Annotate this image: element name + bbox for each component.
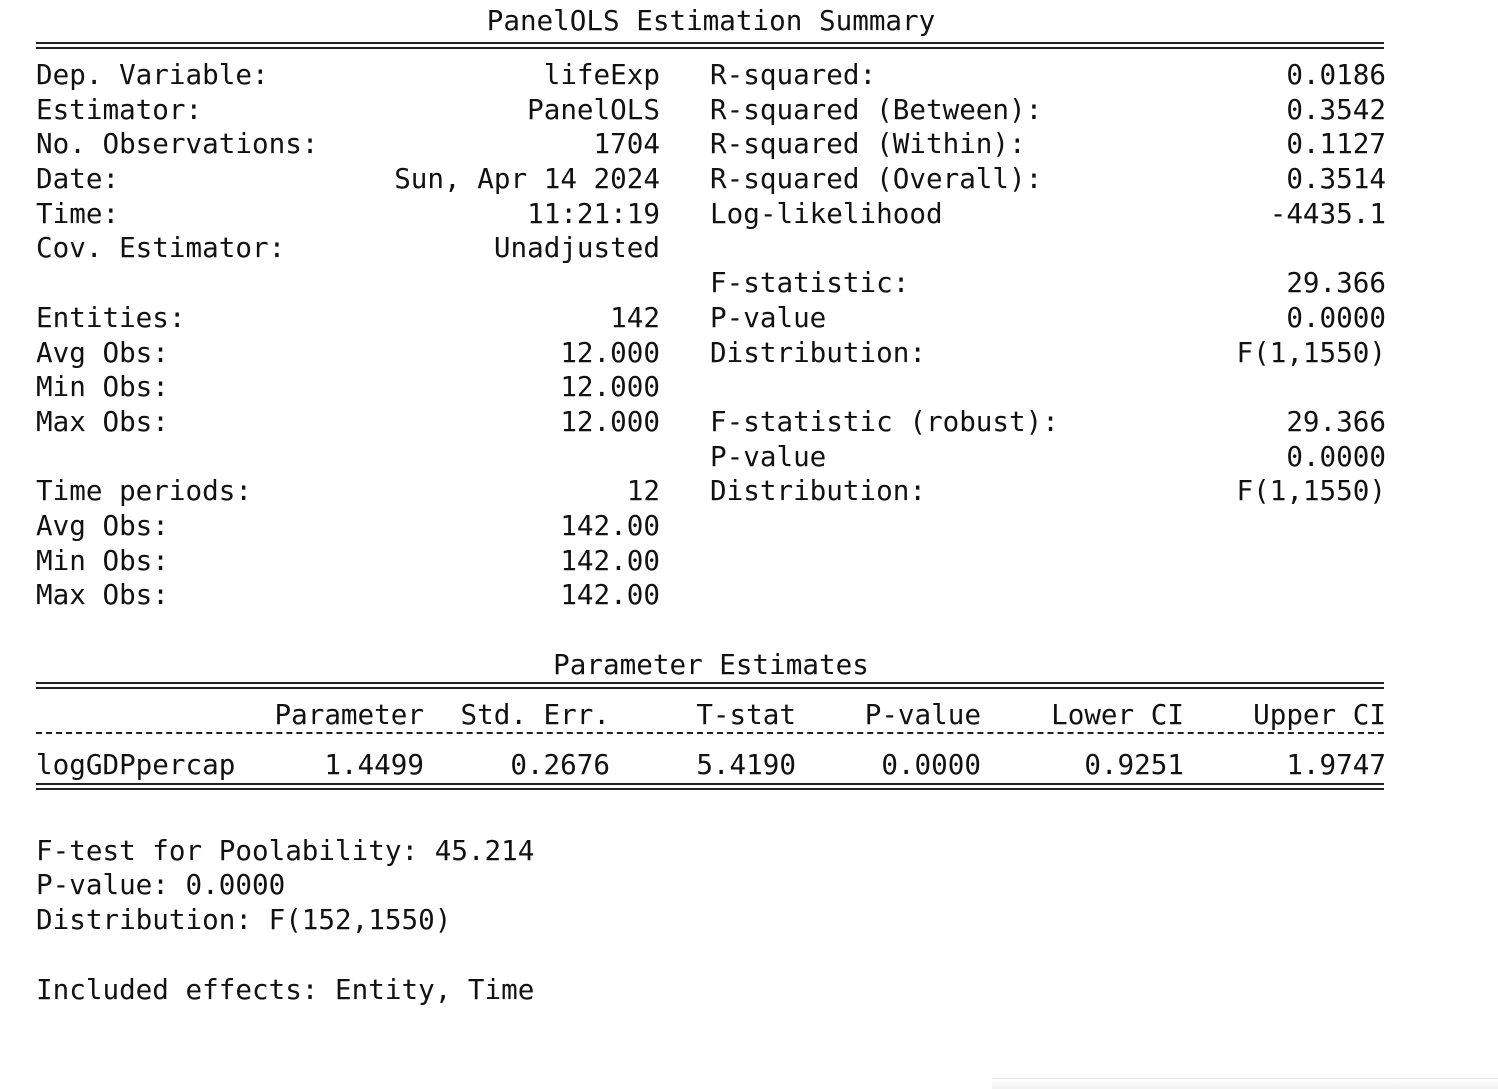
summary-row: Entities: 142 P-value 0.0000 — [36, 301, 1386, 336]
param-name: logGDPpercap — [36, 748, 235, 783]
robust-distribution-value: F(1,1550) — [1236, 474, 1386, 509]
f-statistic-label: F-statistic: — [710, 266, 909, 301]
double-rule-params-bottom — [36, 783, 1386, 799]
robust-p-value-value: 0.0000 — [1286, 440, 1386, 475]
summary-row: No. Observations: 1704 R-squared (Within… — [36, 127, 1386, 162]
summary-row: Time: 11:21:19 Log-likelihood -4435.1 — [36, 197, 1386, 232]
dep-variable-label: Dep. Variable: — [36, 58, 269, 93]
summary-row: Max Obs: 12.000 F-statistic (robust): 29… — [36, 405, 1386, 440]
distribution-label: Distribution: — [710, 336, 926, 371]
cov-estimator-value: Unadjusted — [494, 231, 660, 266]
summary-row: F-statistic: 29.366 — [36, 266, 1386, 301]
r-squared-within-label: R-squared (Within): — [710, 127, 1026, 162]
spacer — [36, 938, 1386, 973]
double-rule-params-top — [36, 682, 1386, 698]
distribution-value: F(1,1550) — [1236, 336, 1386, 371]
r-squared-value: 0.0186 — [1286, 58, 1386, 93]
f-statistic-value: 29.366 — [1286, 266, 1386, 301]
single-rule-params — [36, 732, 1386, 748]
max-obs-value: 12.000 — [560, 405, 660, 440]
r-squared-within-value: 0.1127 — [1286, 127, 1386, 162]
time-periods-value: 12 — [627, 474, 660, 509]
poolability-line: F-test for Poolability: 45.214 — [36, 834, 1386, 869]
f-statistic-robust-value: 29.366 — [1286, 405, 1386, 440]
r-squared-between-label: R-squared (Between): — [710, 93, 1042, 128]
params-header-row: Parameter Std. Err. T-stat P-value Lower… — [36, 698, 1386, 733]
entities-label: Entities: — [36, 301, 186, 336]
summary-row: Avg Obs: 12.000 Distribution: F(1,1550) — [36, 336, 1386, 371]
estimator-label: Estimator: — [36, 93, 202, 128]
time-min-obs-value: 142.00 — [560, 544, 660, 579]
time-periods-label: Time periods: — [36, 474, 252, 509]
time-max-obs-label: Max Obs: — [36, 578, 169, 613]
max-obs-label: Max Obs: — [36, 405, 169, 440]
r-squared-between-value: 0.3542 — [1286, 93, 1386, 128]
no-observations-value: 1704 — [594, 127, 660, 162]
robust-p-value-label: P-value — [710, 440, 826, 475]
log-likelihood-value: -4435.1 — [1270, 197, 1386, 232]
header-p-value: P-value — [865, 698, 981, 733]
header-parameter: Parameter — [274, 698, 424, 733]
cov-estimator-label: Cov. Estimator: — [36, 231, 285, 266]
date-value: Sun, Apr 14 2024 — [394, 162, 660, 197]
time-avg-obs-label: Avg Obs: — [36, 509, 169, 544]
time-max-obs-value: 142.00 — [560, 578, 660, 613]
time-avg-obs-value: 142.00 — [560, 509, 660, 544]
header-lower-ci: Lower CI — [1051, 698, 1184, 733]
f-statistic-robust-label: F-statistic (robust): — [710, 405, 1059, 440]
summary-row: Time periods: 12 Distribution: F(1,1550) — [36, 474, 1386, 509]
dep-variable-value: lifeExp — [544, 58, 660, 93]
min-obs-value: 12.000 — [560, 370, 660, 405]
header-t-stat: T-stat — [696, 698, 796, 733]
header-std-err: Std. Err. — [460, 698, 610, 733]
poolability-pvalue-line: P-value: 0.0000 — [36, 868, 1386, 903]
p-value-label: P-value — [710, 301, 826, 336]
params-title: Parameter Estimates — [36, 648, 1386, 682]
param-estimate: 1.4499 — [324, 748, 424, 783]
avg-obs-label: Avg Obs: — [36, 336, 169, 371]
summary-row: Min Obs: 142.00 — [36, 544, 1386, 579]
r-squared-overall-value: 0.3514 — [1286, 162, 1386, 197]
summary-row: Dep. Variable: lifeExp R-squared: 0.0186 — [36, 58, 1386, 93]
p-value-value: 0.0000 — [1286, 301, 1386, 336]
r-squared-overall-label: R-squared (Overall): — [710, 162, 1042, 197]
spacer — [36, 799, 1386, 834]
estimator-value: PanelOLS — [527, 93, 660, 128]
avg-obs-value: 12.000 — [560, 336, 660, 371]
time-label: Time: — [36, 197, 119, 232]
double-rule-top — [36, 42, 1386, 58]
scroll-shadow — [992, 1078, 1498, 1089]
robust-distribution-label: Distribution: — [710, 474, 926, 509]
summary-title: PanelOLS Estimation Summary — [36, 0, 1386, 42]
regression-output: PanelOLS Estimation Summary Dep. Variabl… — [36, 0, 1386, 1007]
no-observations-label: No. Observations: — [36, 127, 318, 162]
param-lower-ci: 0.9251 — [1084, 748, 1184, 783]
min-obs-label: Min Obs: — [36, 370, 169, 405]
r-squared-label: R-squared: — [710, 58, 876, 93]
log-likelihood-label: Log-likelihood — [710, 197, 943, 232]
time-min-obs-label: Min Obs: — [36, 544, 169, 579]
date-label: Date: — [36, 162, 119, 197]
summary-row: Date: Sun, Apr 14 2024 R-squared (Overal… — [36, 162, 1386, 197]
param-std-err: 0.2676 — [510, 748, 610, 783]
summary-row: Max Obs: 142.00 — [36, 578, 1386, 613]
included-effects-line: Included effects: Entity, Time — [36, 973, 1386, 1008]
summary-row: P-value 0.0000 — [36, 440, 1386, 475]
param-t-stat: 5.4190 — [696, 748, 796, 783]
entities-value: 142 — [610, 301, 660, 336]
summary-row: Estimator: PanelOLS R-squared (Between):… — [36, 93, 1386, 128]
summary-row: Cov. Estimator: Unadjusted — [36, 231, 1386, 266]
time-value: 11:21:19 — [527, 197, 660, 232]
summary-row: Min Obs: 12.000 — [36, 370, 1386, 405]
table-row: logGDPpercap 1.4499 0.2676 5.4190 0.0000… — [36, 748, 1386, 783]
header-upper-ci: Upper CI — [1253, 698, 1386, 733]
poolability-distribution-line: Distribution: F(152,1550) — [36, 903, 1386, 938]
summary-row: Avg Obs: 142.00 — [36, 509, 1386, 544]
param-p-value: 0.0000 — [881, 748, 981, 783]
spacer — [36, 613, 1386, 648]
param-upper-ci: 1.9747 — [1286, 748, 1386, 783]
